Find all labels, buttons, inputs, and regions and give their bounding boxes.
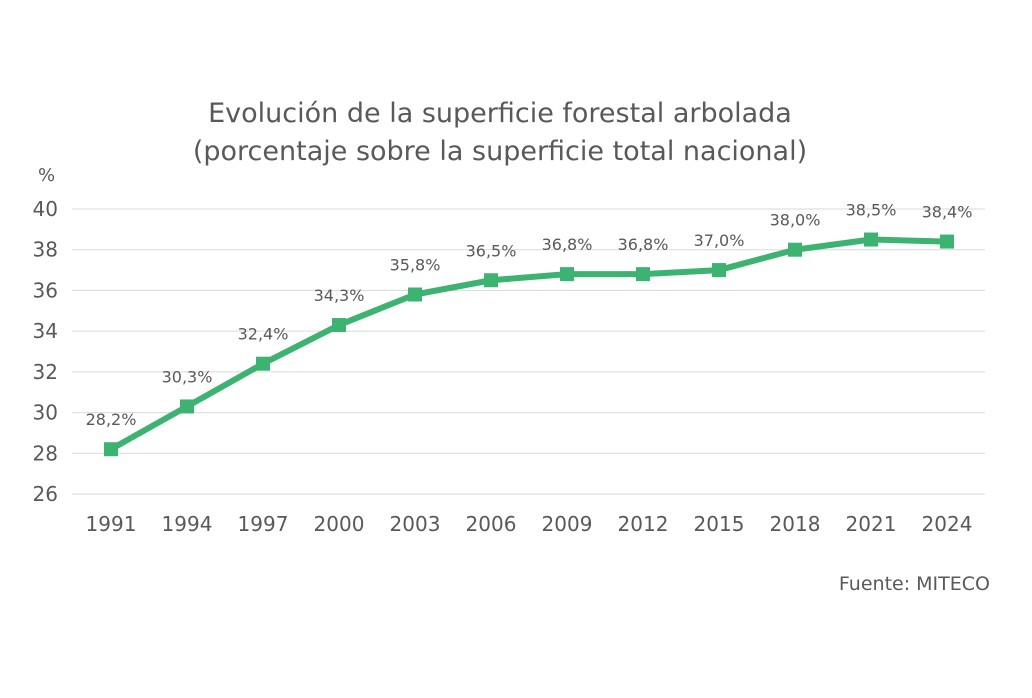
chart-subtitle: (porcentaje sobre la superficie total na… bbox=[193, 136, 807, 167]
y-axis-unit-label: % bbox=[38, 165, 55, 186]
x-tick-label: 2015 bbox=[694, 512, 745, 536]
data-label: 38,0% bbox=[770, 211, 821, 230]
data-label: 37,0% bbox=[694, 231, 745, 250]
data-label: 36,8% bbox=[618, 235, 669, 254]
x-tick-label: 1997 bbox=[238, 512, 289, 536]
data-point-marker bbox=[940, 234, 954, 249]
x-tick-label: 1994 bbox=[162, 512, 213, 536]
data-label: 35,8% bbox=[390, 256, 441, 275]
y-tick-label: 26 bbox=[33, 482, 58, 506]
y-axis-ticks: 26 28 30 32 34 36 38 40 bbox=[33, 197, 58, 506]
data-label: 38,5% bbox=[846, 201, 897, 220]
y-tick-label: 36 bbox=[33, 278, 58, 302]
y-tick-label: 34 bbox=[33, 319, 58, 343]
data-point-marker bbox=[408, 287, 422, 302]
x-axis-ticks: 1991 1994 1997 2000 2003 2006 2009 2012 2015 2018… bbox=[86, 512, 973, 536]
source-note: Fuente: MITECO bbox=[839, 573, 990, 595]
data-label: 28,2% bbox=[86, 410, 137, 429]
data-point-marker bbox=[104, 442, 118, 457]
x-tick-label: 2012 bbox=[618, 512, 669, 536]
gridlines bbox=[72, 208, 985, 495]
data-label: 34,3% bbox=[314, 286, 365, 305]
x-tick-label: 2021 bbox=[846, 512, 897, 536]
series-line bbox=[109, 236, 948, 452]
x-tick-label: 2003 bbox=[390, 512, 441, 536]
data-point-marker bbox=[332, 318, 346, 333]
data-label: 36,8% bbox=[542, 235, 593, 254]
data-point-marker bbox=[256, 356, 270, 371]
y-tick-label: 38 bbox=[33, 238, 58, 262]
data-point-marker bbox=[180, 399, 194, 414]
data-label: 32,4% bbox=[238, 325, 289, 344]
x-tick-label: 2018 bbox=[770, 512, 821, 536]
y-tick-label: 30 bbox=[33, 401, 58, 425]
data-label: 30,3% bbox=[162, 367, 213, 386]
data-label: 38,4% bbox=[922, 203, 973, 222]
y-tick-label: 40 bbox=[33, 197, 58, 221]
data-point-marker bbox=[484, 273, 498, 288]
x-tick-label: 1991 bbox=[86, 512, 137, 536]
y-tick-label: 28 bbox=[33, 441, 58, 465]
chart-title: Evolución de la superficie forestal arbo… bbox=[208, 98, 792, 129]
x-tick-label: 2000 bbox=[314, 512, 365, 536]
data-point-marker bbox=[788, 242, 802, 257]
x-tick-label: 2024 bbox=[922, 512, 973, 536]
x-tick-label: 2006 bbox=[466, 512, 517, 536]
y-tick-label: 32 bbox=[33, 360, 58, 384]
data-label: 36,5% bbox=[466, 241, 517, 260]
x-tick-label: 2009 bbox=[542, 512, 593, 536]
data-labels: 28,2% 30,3% 32,4% 34,3% 35,8% 36,5% 36,8% 36,8%… bbox=[86, 201, 973, 430]
data-point-marker bbox=[864, 232, 878, 247]
data-point-marker bbox=[712, 263, 726, 278]
data-point-marker bbox=[636, 267, 650, 282]
series-line-group bbox=[104, 232, 954, 457]
data-point-marker bbox=[560, 267, 574, 282]
